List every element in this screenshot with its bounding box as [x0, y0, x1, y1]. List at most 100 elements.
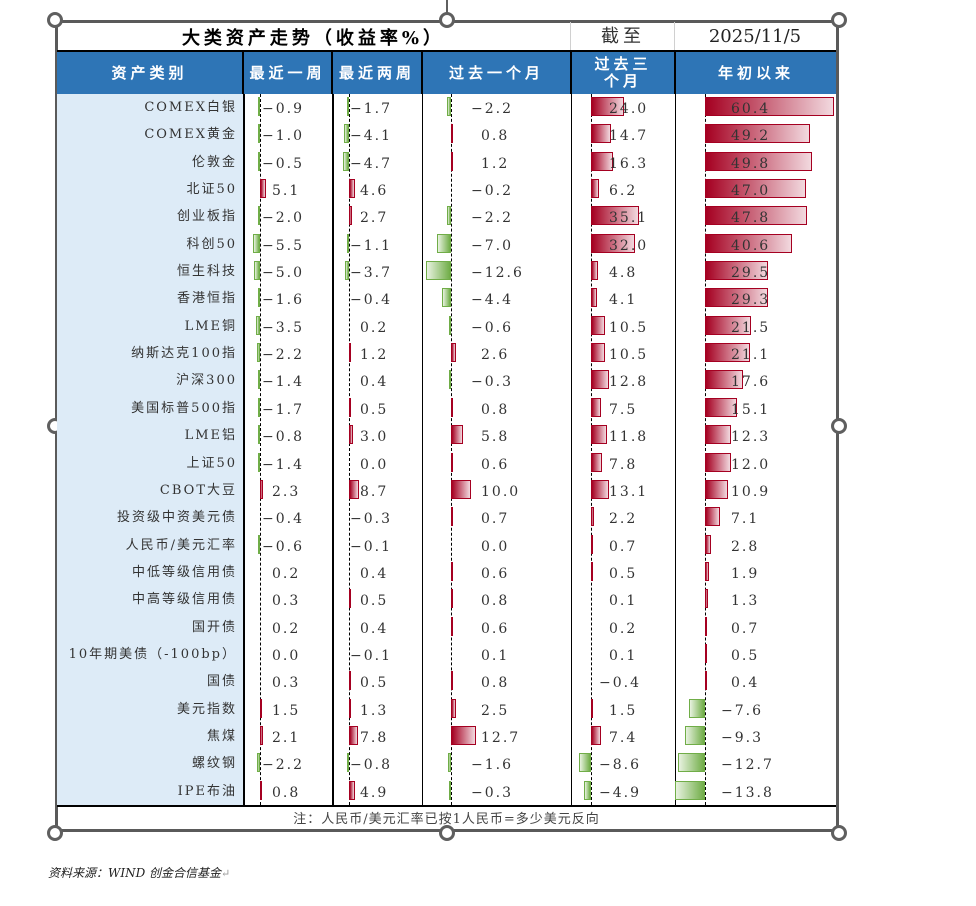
positive-data-bar: [705, 370, 743, 390]
positive-data-bar: [591, 725, 602, 745]
return-value: −1.4: [262, 456, 304, 473]
rotate-handle-line: [446, 0, 448, 14]
return-value: 0.0: [272, 647, 301, 664]
table-row: 人民币/美元汇率 −0.6 −0.1 0.0 0.7 2.8: [57, 532, 836, 559]
resize-handle-bottom-center[interactable]: [439, 825, 455, 841]
zero-axis-line: [451, 94, 452, 805]
table-row: 纳斯达克100指 −2.2 1.2 2.6 10.5 21.1: [57, 340, 836, 367]
resize-handle-top-left[interactable]: [47, 12, 63, 28]
asset-name: LME铝: [184, 428, 237, 444]
return-value: −1.7: [262, 401, 304, 418]
header-asset-class: 资产类别: [57, 52, 244, 94]
positive-data-bar: [705, 124, 811, 144]
name-column-bg: [57, 94, 244, 805]
return-value: 29.3: [731, 292, 771, 309]
table-row: 中低等级信用债 0.2 0.4 0.6 0.5 1.9: [57, 559, 836, 586]
return-value: 0.2: [272, 620, 301, 637]
positive-data-bar: [591, 288, 597, 308]
return-value: 0.6: [481, 565, 510, 582]
table-row: 美国标普500指 −1.7 0.5 0.8 7.5 15.1: [57, 395, 836, 422]
return-value: −0.4: [262, 511, 304, 528]
positive-data-bar: [451, 671, 453, 691]
return-value: 4.8: [609, 265, 638, 282]
return-value: 2.7: [360, 210, 389, 227]
return-value: 11.8: [609, 429, 649, 446]
negative-data-bar: [688, 698, 705, 718]
positive-data-bar: [591, 561, 593, 581]
return-value: 47.0: [731, 183, 771, 200]
asset-name: 10年期美债（-100bp）: [68, 646, 237, 662]
return-value: 0.2: [272, 565, 301, 582]
as-of-date: 2025/11/5: [674, 22, 835, 50]
table-row: 国债 0.3 0.5 0.8 −0.4 0.4: [57, 668, 836, 695]
table-row: 香港恒指 −1.6 −0.4 −4.4 4.1 29.3: [57, 285, 836, 312]
return-value: −1.4: [262, 374, 304, 391]
table-row: 投资级中资美元债 −0.4 −0.3 0.7 2.2 7.1: [57, 504, 836, 531]
table-row: 美元指数 1.5 1.3 2.5 1.5 −7.6: [57, 696, 836, 723]
return-value: 1.3: [360, 702, 389, 719]
return-value: 13.1: [609, 483, 649, 500]
return-value: −0.8: [350, 757, 392, 774]
negative-data-bar: [675, 780, 705, 800]
positive-data-bar: [349, 425, 353, 445]
table-row: LME铝 −0.8 3.0 5.8 11.8 12.3: [57, 422, 836, 449]
asset-name: LME铜: [184, 318, 237, 334]
positive-data-bar: [705, 452, 731, 472]
positive-data-bar: [451, 698, 456, 718]
positive-data-bar: [705, 151, 812, 171]
return-value: −1.6: [471, 757, 513, 774]
asset-name: 恒生科技: [176, 264, 237, 280]
negative-data-bar: [447, 753, 451, 773]
return-value: 0.5: [609, 565, 638, 582]
return-value: −2.2: [471, 101, 513, 117]
return-value: 0.4: [360, 565, 389, 582]
negative-data-bar: [449, 780, 451, 800]
return-value: −1.0: [262, 128, 304, 145]
return-value: −4.7: [350, 155, 392, 172]
return-value: 10.5: [609, 347, 649, 364]
return-value: −4.9: [599, 784, 641, 801]
resize-handle-bottom-right[interactable]: [831, 825, 847, 841]
return-value: 5.1: [272, 183, 301, 200]
positive-data-bar: [349, 780, 355, 800]
table-row: 10年期美债（-100bp） 0.0 −0.1 0.1 0.1 0.5: [57, 641, 836, 668]
return-value: 0.7: [731, 620, 760, 637]
return-value: 0.8: [481, 401, 510, 418]
header-3m: 过去三个月: [572, 52, 676, 94]
table-row: 伦敦金 −0.5 −4.7 1.2 16.3 49.8: [57, 149, 836, 176]
resize-handle-middle-right[interactable]: [831, 418, 847, 434]
negative-data-bar: [253, 233, 260, 253]
return-value: −1.1: [350, 237, 392, 254]
negative-data-bar: [258, 151, 260, 171]
asset-name: 美国标普500指: [131, 400, 237, 416]
positive-data-bar: [705, 534, 711, 554]
table-row: 螺纹钢 −2.2 −0.8 −1.6 −8.6 −12.7: [57, 750, 836, 777]
resize-handle-top-right[interactable]: [831, 12, 847, 28]
return-value: 16.3: [609, 155, 649, 172]
return-value: 0.4: [360, 374, 389, 391]
resize-handle-top-center[interactable]: [439, 12, 455, 28]
positive-data-bar: [705, 671, 707, 691]
return-value: −0.3: [471, 374, 513, 391]
zero-axis-line: [591, 94, 592, 805]
asset-name: COMEX黄金: [144, 127, 237, 143]
return-value: −0.8: [262, 429, 304, 446]
asset-name: 上证50: [186, 455, 237, 471]
asset-name: 人民币/美元汇率: [125, 537, 237, 553]
positive-data-bar: [591, 206, 640, 226]
return-value: −0.3: [350, 511, 392, 528]
return-value: −3.5: [262, 319, 304, 336]
paragraph-mark-icon: ↵: [221, 867, 231, 880]
return-value: 29.5: [731, 265, 771, 282]
negative-data-bar: [257, 343, 260, 363]
positive-data-bar: [451, 397, 453, 417]
header-2w: 最近两周: [333, 52, 423, 94]
positive-data-bar: [591, 507, 594, 527]
negative-data-bar: [254, 261, 260, 281]
asset-name: 美元指数: [176, 701, 237, 717]
resize-handle-bottom-left[interactable]: [47, 825, 63, 841]
return-value: −7.6: [721, 702, 763, 719]
asset-name: 国开债: [191, 619, 237, 635]
table-row: CBOT大豆 2.3 8.7 10.0 13.1 10.9: [57, 477, 836, 504]
return-value: 2.1: [272, 729, 301, 746]
